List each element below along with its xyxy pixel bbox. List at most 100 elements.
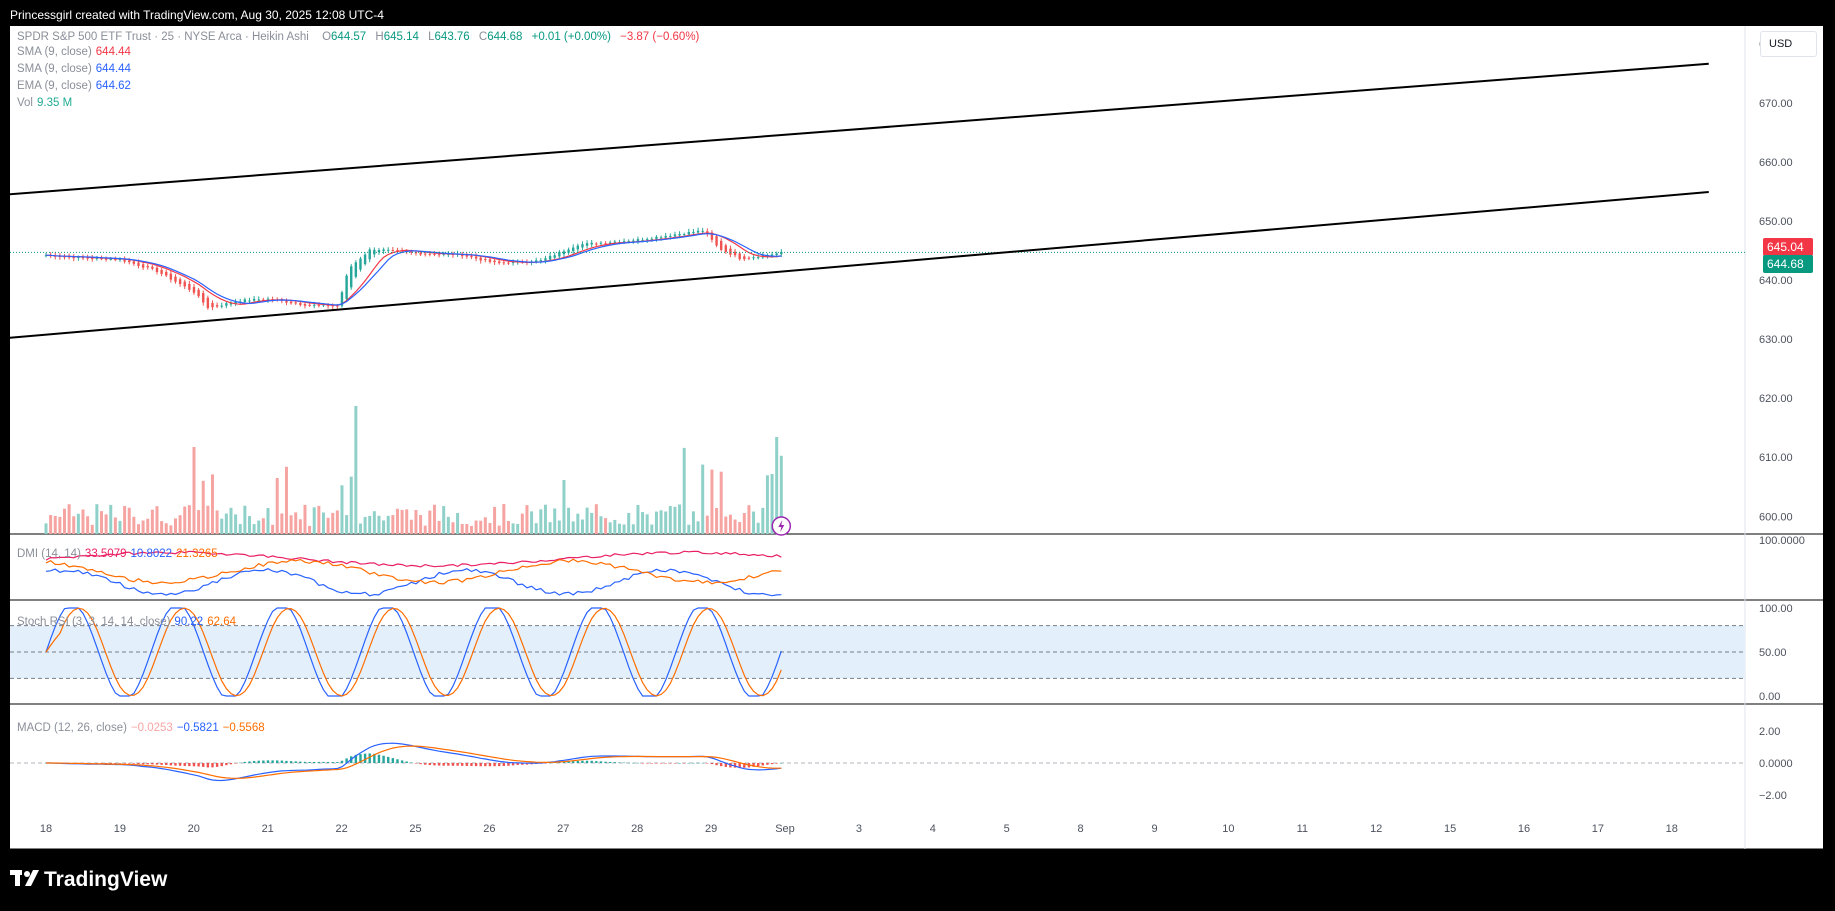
- x-tick-label: 3: [856, 823, 862, 835]
- volume-bar: [345, 515, 349, 534]
- tradingview-logo[interactable]: TradingView: [10, 868, 167, 892]
- indicator-sma-red[interactable]: SMA (9, close) 644.44: [17, 46, 131, 58]
- volume-bar: [668, 506, 672, 534]
- candle: [424, 253, 427, 255]
- macd-histogram-bar: [197, 763, 200, 767]
- candle: [359, 258, 362, 270]
- candle: [622, 241, 626, 243]
- volume-bar: [423, 525, 427, 534]
- macd-histogram-bar: [650, 763, 654, 764]
- macd-histogram-bar: [682, 763, 686, 764]
- dmi-legend[interactable]: DMI (14, 14) 33.5079 10.8022 21.3265: [17, 548, 218, 560]
- volume-bar: [419, 515, 423, 534]
- macd-histogram-bar: [215, 763, 219, 767]
- volume-bar: [506, 521, 510, 534]
- macd-histogram-bar: [456, 763, 459, 766]
- volume-bar: [44, 523, 48, 534]
- sma-line-blue: [45, 233, 782, 306]
- volume-bar: [479, 520, 483, 534]
- volume-bar: [530, 511, 534, 534]
- volume-bar: [474, 520, 478, 534]
- candle: [336, 305, 339, 307]
- volume-bar: [104, 514, 108, 534]
- macd-histogram-bar: [775, 763, 778, 764]
- macd-histogram-bar: [276, 760, 279, 763]
- macd-histogram-bar: [479, 763, 482, 767]
- candle: [373, 249, 376, 255]
- dmi-value-3: 21.3265: [176, 548, 218, 560]
- candle: [322, 304, 325, 306]
- macd-histogram-bar: [442, 763, 445, 766]
- volume-bar: [483, 517, 487, 534]
- candle: [743, 256, 746, 260]
- x-tick-label: 28: [631, 823, 643, 835]
- macd-histogram-bar: [229, 763, 233, 765]
- candle: [465, 255, 469, 257]
- macd-histogram-bar: [271, 760, 274, 763]
- volume-bar: [90, 524, 94, 534]
- macd-histogram-bar: [437, 763, 441, 766]
- volume-bar: [543, 504, 547, 534]
- chart-canvas[interactable]: 680.00670.00660.00650.00640.00630.00620.…: [10, 26, 1823, 849]
- indicator-value: 9.35 M: [37, 97, 73, 109]
- macd-histogram-bar: [169, 763, 173, 766]
- macd-histogram-bar: [248, 761, 251, 763]
- volume-bar: [678, 504, 682, 534]
- indicator-ema[interactable]: EMA (9, close) 644.62: [17, 80, 131, 92]
- macd-histogram-bar: [363, 753, 367, 763]
- volume-bar: [146, 518, 150, 534]
- candle: [220, 305, 223, 307]
- candle: [428, 253, 432, 255]
- credit-text: Princessgirl created with TradingView.co…: [10, 8, 384, 22]
- symbol-legend: SPDR S&P 500 ETF Trust · 25 · NYSE Arca …: [17, 31, 699, 43]
- volume-bar: [548, 522, 552, 534]
- macd-histogram-bar: [664, 763, 667, 764]
- macd-histogram-bar: [192, 763, 196, 767]
- indicator-sma-blue[interactable]: SMA (9, close) 644.44: [17, 63, 131, 75]
- currency-button[interactable]: USD: [1760, 31, 1817, 57]
- candle: [632, 240, 635, 242]
- candle: [502, 262, 506, 264]
- volume-bar: [53, 515, 57, 534]
- macd-histogram-bar: [424, 763, 427, 765]
- y-tick-label: 660.00: [1759, 157, 1793, 169]
- volume-bar: [414, 510, 418, 534]
- low-value: 643.76: [434, 31, 470, 43]
- macd-histogram-bar: [206, 763, 210, 768]
- volume-bar: [141, 520, 145, 534]
- volume-bar: [516, 523, 520, 534]
- candle: [146, 265, 149, 268]
- candle: [488, 259, 492, 262]
- candle: [137, 262, 140, 266]
- candle: [206, 297, 210, 309]
- macd-histogram-bar: [419, 763, 422, 765]
- macd-histogram-bar: [622, 762, 626, 764]
- volume-bar: [340, 485, 344, 534]
- candle: [627, 241, 630, 243]
- macd-histogram-bar: [576, 760, 580, 763]
- stoch-legend[interactable]: Stoch RSI (3, 3, 14, 14, close) 90.22 62.6…: [17, 616, 236, 628]
- candle: [132, 261, 136, 264]
- y-tick-label: 650.00: [1759, 216, 1793, 228]
- macd-histogram-bar: [470, 763, 473, 766]
- macd-histogram-bar: [701, 762, 704, 764]
- macd-histogram-bar: [243, 761, 247, 763]
- candle: [104, 258, 108, 260]
- candle: [165, 271, 168, 276]
- x-tick-label: 11: [1297, 823, 1308, 835]
- candle: [613, 241, 617, 243]
- indicator-volume[interactable]: Vol 9.35 M: [17, 97, 72, 109]
- macd-value-1: −0.0253: [130, 722, 173, 734]
- dmi-value-2: 10.8022: [130, 548, 173, 560]
- volume-bar: [247, 516, 251, 534]
- macd-histogram-bar: [766, 763, 769, 765]
- volume-bar: [238, 524, 242, 534]
- macd-histogram-bar: [202, 763, 205, 767]
- chart-frame[interactable]: 680.00670.00660.00650.00640.00630.00620.…: [10, 26, 1823, 849]
- trendline: [10, 62, 1709, 196]
- volume-bar: [400, 509, 404, 534]
- candle: [114, 259, 117, 261]
- volume-bar: [446, 516, 450, 534]
- macd-legend[interactable]: MACD (12, 26, close) −0.0253 −0.5821 −0.556…: [17, 722, 265, 734]
- dmi-minus-line: [45, 558, 782, 585]
